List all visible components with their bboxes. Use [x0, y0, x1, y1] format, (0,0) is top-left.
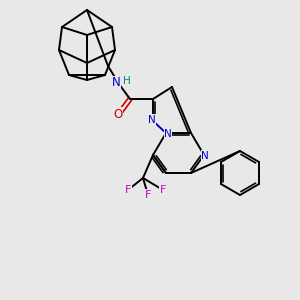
Text: N: N [164, 129, 172, 139]
Text: N: N [201, 151, 209, 161]
Text: N: N [148, 115, 156, 125]
Text: O: O [113, 107, 123, 121]
Text: F: F [145, 190, 151, 200]
Text: F: F [125, 185, 131, 195]
Text: N: N [112, 76, 120, 89]
Text: H: H [123, 76, 131, 86]
Text: F: F [160, 185, 166, 195]
